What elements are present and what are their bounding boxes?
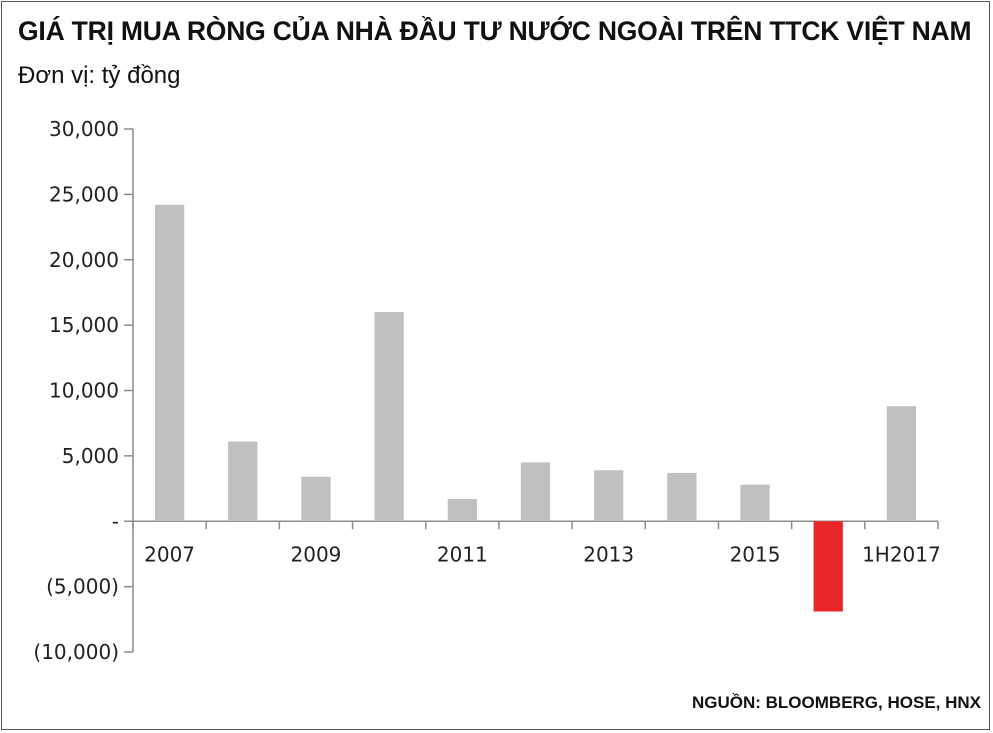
bar-1h2017 [886,406,917,522]
x-tick-label: 1H2017 [862,542,941,566]
y-axis: 30,000 25,000 20,000 15,000 10,000 5,000 - (5,0… [33,117,134,664]
bar-2016 [813,521,843,612]
x-tick-label: 2013 [583,542,634,566]
y-tick-label: (5,000) [46,575,119,599]
bar-2011 [447,499,477,522]
y-tick-label: 5,000 [62,444,119,468]
y-tick-label: 25,000 [49,182,119,206]
chart-unit-subtitle: Đơn vị: tỷ đồng [18,62,181,89]
x-tick-label: 2015 [730,542,781,566]
x-tick-label: 2009 [291,542,342,566]
y-tick-label: 10,000 [49,379,119,403]
y-tick-label: - [112,509,119,533]
source-note: NGUỒN: BLOOMBERG, HOSE, HNX [691,693,981,712]
bar-2013 [594,470,624,522]
y-tick-label: 15,000 [49,313,119,337]
x-tick-label: 2011 [437,542,488,566]
bar-2014 [667,472,697,522]
bar-2012 [520,462,551,522]
y-tick-label: 30,000 [49,117,119,141]
bar-2015 [740,484,770,522]
x-axis: 2007 2009 2011 2013 2015 1H2017 [132,520,941,566]
y-tick-label: 20,000 [49,248,119,272]
x-tick-label: 2007 [144,542,195,566]
bar-2007 [154,204,185,522]
chart-title: GIÁ TRỊ MUA RÒNG CỦA NHÀ ĐẦU TƯ NƯỚC NGO… [18,16,972,46]
bars [154,204,917,612]
y-tick-label: (10,000) [33,640,119,664]
bar-2010 [374,312,404,522]
bar-2008 [228,441,258,522]
bar-2009 [301,476,331,522]
